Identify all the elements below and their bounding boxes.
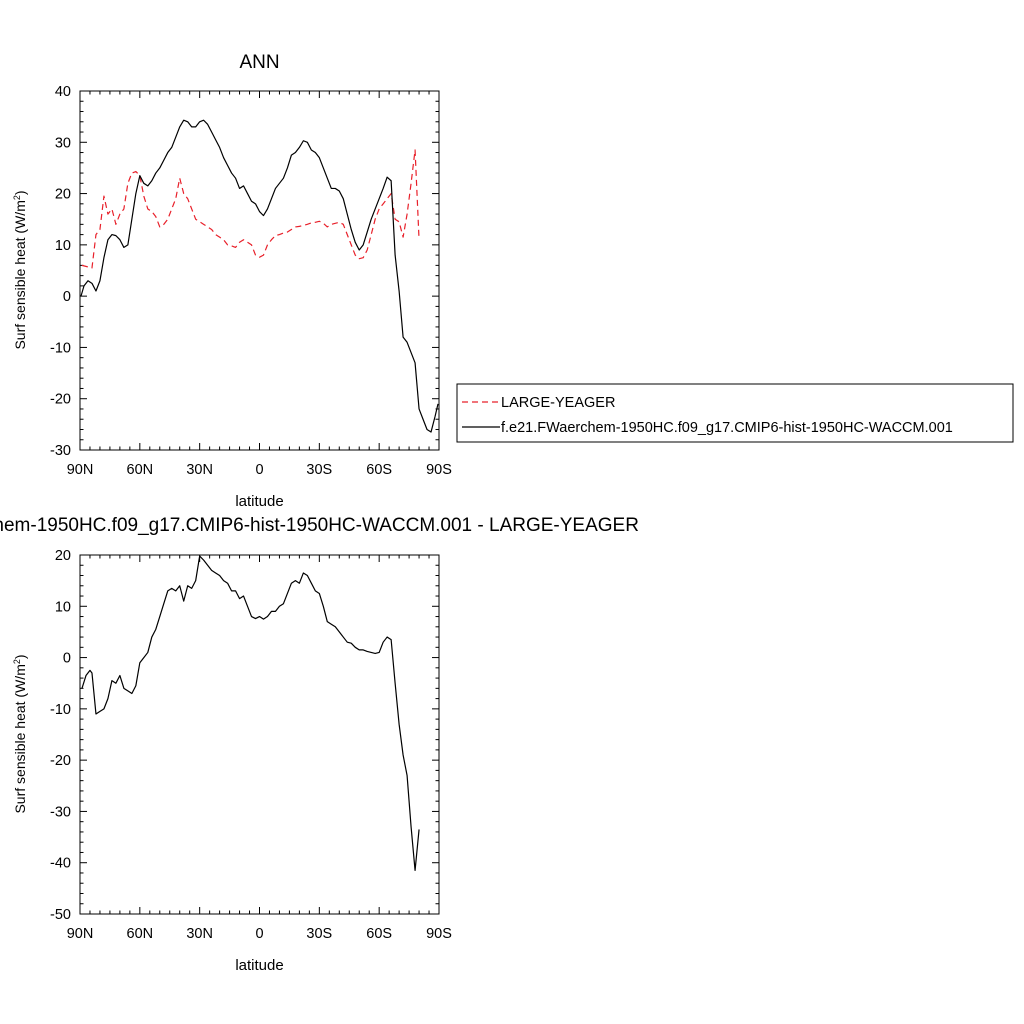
x-tick-label: 30S: [306, 462, 332, 478]
legend-label-large-yeager: LARGE-YEAGER: [501, 395, 615, 411]
legend-label-waccm: f.e21.FWaerchem-1950HC.f09_g17.CMIP6-his…: [501, 420, 953, 436]
x-axis-label: latitude: [235, 493, 283, 510]
chart-title: ANN: [239, 52, 279, 73]
x-tick-label: 0: [255, 462, 263, 478]
y-tick-label: 10: [55, 238, 71, 254]
series-line-1: [80, 119, 439, 433]
y-tick-label: 0: [63, 651, 71, 667]
y-tick-label: -20: [50, 392, 71, 408]
plot-frame: [79, 90, 440, 451]
x-tick-label: 0: [255, 926, 263, 942]
y-tick-label: -20: [50, 753, 71, 769]
chart-title-2: f.e21.FWaerchem-1950HC.f09_g17.CMIP6-his…: [0, 515, 639, 536]
x-tick-label: 60S: [366, 462, 392, 478]
x-tick-label: 90S: [426, 926, 452, 942]
x-tick-label: 90N: [67, 926, 94, 942]
x-tick-label: 90N: [67, 462, 94, 478]
plot-area: -30 -20 -10 0 10 20 30 40 90N 60N 30N 0 30S 60S 90S: [50, 84, 452, 478]
x-tick-label: 30S: [306, 926, 332, 942]
y-tick-label: -10: [50, 340, 71, 356]
y-tick-label: -30: [50, 443, 71, 459]
y-tick-label: 30: [55, 135, 71, 151]
y-tick-label: -50: [50, 907, 71, 923]
y-tick-label: 40: [55, 84, 71, 100]
y-axis-label-2: Surf sensible heat (W/m2): [12, 654, 28, 813]
y-tick-label: 0: [63, 289, 71, 305]
y-tick-label: 20: [55, 187, 71, 203]
y-axis-label: Surf sensible heat (W/m2): [12, 190, 28, 349]
x-tick-label: 60S: [366, 926, 392, 942]
x-tick-label: 60N: [127, 926, 154, 942]
panel-top: ANN -30 -20 -10 0 10 20 30 40 90N 60N 30N 0 30S 60S 90…: [12, 52, 1014, 510]
y-tick-label: -10: [50, 702, 71, 718]
plot-area-2: -50 -40 -30 -20 -10 0 10 20 90N 60N 30N 0 30S 60S 90S: [50, 548, 452, 942]
series-line-0: [81, 555, 420, 872]
legend-box: [456, 383, 1014, 443]
x-axis-label-2: latitude: [235, 957, 283, 974]
x-tick-label: 60N: [127, 462, 154, 478]
y-tick-label: 10: [55, 599, 71, 615]
y-tick-label: -40: [50, 856, 71, 872]
x-tick-label: 90S: [426, 462, 452, 478]
series-line-0: [81, 149, 420, 269]
y-tick-label: 20: [55, 548, 71, 564]
x-tick-label: 30N: [186, 926, 213, 942]
legend: LARGE-YEAGER f.e21.FWaerchem-1950HC.f09_…: [456, 383, 1014, 443]
plot-frame: [79, 554, 440, 915]
y-tick-label: -30: [50, 804, 71, 820]
x-tick-label: 30N: [186, 462, 213, 478]
panel-bottom: f.e21.FWaerchem-1950HC.f09_g17.CMIP6-his…: [0, 515, 639, 974]
